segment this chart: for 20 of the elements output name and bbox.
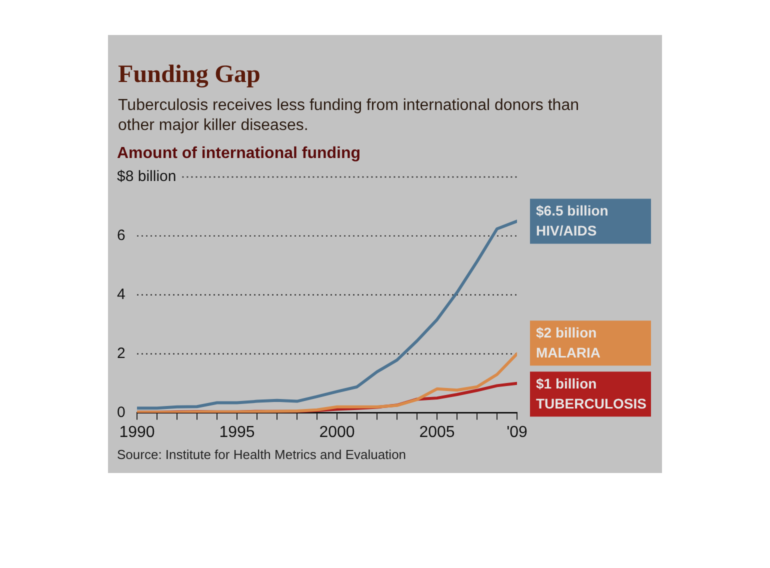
data-label: $2 billion [536, 324, 597, 340]
x-tick-label: 2005 [419, 424, 455, 441]
y-tick-label: 6 [117, 227, 126, 244]
series-label: MALARIA [536, 344, 601, 360]
x-tick-label: 1995 [219, 424, 255, 441]
y-tick-label: 0 [117, 404, 126, 421]
y-tick-label: 2 [117, 344, 126, 362]
data-label: $6.5 billion [536, 202, 608, 219]
y-axis-title: Amount of international funding [117, 145, 361, 163]
chart-subtitle: Tuberculosis receives less funding from international donors than other major killer diseases. [118, 96, 580, 136]
x-tick-label: 1990 [119, 424, 155, 441]
x-tick-label: '09 [506, 424, 528, 441]
x-tick-label: 2000 [319, 424, 355, 441]
y-tick-label: 4 [117, 286, 126, 304]
chart-title: Funding Gap [118, 61, 260, 89]
source-note: Source: Institute for Health Metrics and Evaluation [117, 447, 406, 462]
series-label: TUBERCULOSIS [536, 395, 646, 412]
series-label: HIV/AIDS [536, 222, 597, 239]
y-tick-label: $8 billion [117, 168, 176, 186]
data-label: $1 billion [536, 375, 597, 392]
